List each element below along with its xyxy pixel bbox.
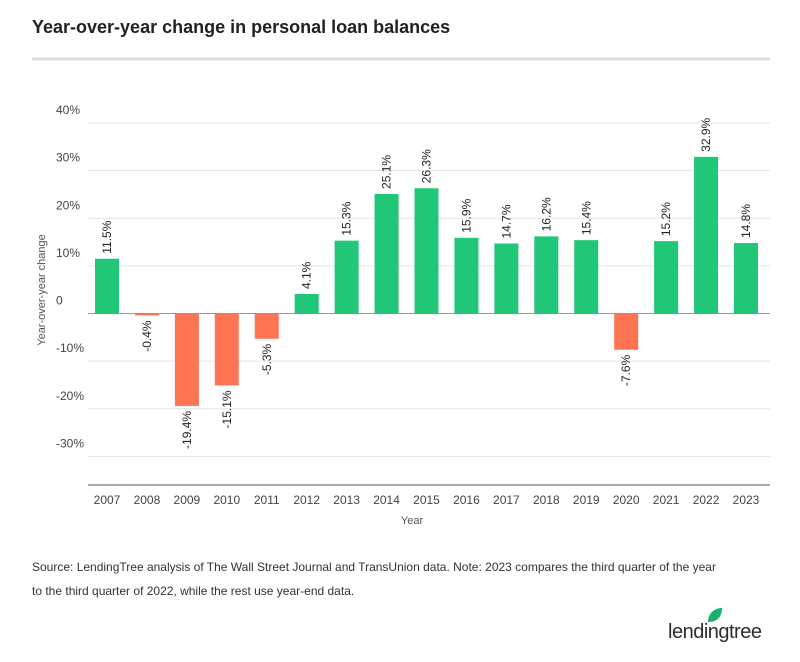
y-axis-title: Year-over-year change [36,234,48,346]
bar [694,156,719,314]
bar [95,258,119,314]
x-tick-label: 2022 [693,493,720,507]
bar [294,293,319,314]
y-tick-label: 30% [56,151,80,165]
bar [334,240,359,314]
x-tick-label: 2013 [333,493,360,507]
value-label: 32.9% [699,117,713,151]
value-label: -19.4% [180,411,194,449]
y-tick-label: 10% [56,246,80,260]
logo-leaf [708,608,722,622]
x-tick-label: 2008 [134,493,161,507]
value-label: 15.3% [340,201,354,235]
value-label: 26.3% [420,149,434,183]
chart-title: Year-over-year change in personal loan b… [32,17,450,37]
value-label: 15.2% [659,202,673,236]
bar [254,313,279,339]
bar [494,243,519,314]
source-note: to the third quarter of 2022, while the … [32,584,354,598]
x-tick-label: 2021 [653,493,680,507]
value-label: 4.1% [300,261,314,289]
value-label: -5.3% [260,343,274,375]
value-label: 15.4% [579,201,593,235]
bar [574,240,599,314]
x-tick-label: 2023 [733,493,760,507]
value-label: 14.7% [499,204,513,238]
bar [374,193,399,314]
logo: lendingtree [668,608,762,643]
y-tick-label: 40% [56,103,80,117]
value-label: 11.5% [100,220,114,253]
source-note: Source: LendingTree analysis of The Wall… [32,560,716,574]
x-tick-label: 2016 [453,493,480,507]
value-label: 25.1% [380,155,394,189]
y-tick-label: 0 [56,294,63,308]
x-tick-label: 2018 [533,493,560,507]
x-tick-label: 2012 [293,493,320,507]
y-tick-label: 20% [56,198,80,212]
x-tick-label: 2020 [613,493,640,507]
value-label: -0.4% [140,320,154,352]
bar [654,241,679,314]
x-axis-title: Year [401,515,424,527]
bar [734,243,758,314]
x-tick-label: 2011 [254,493,280,507]
value-label: 14.8% [739,204,753,238]
x-tick-label: 2010 [213,493,240,507]
x-tick-label: 2014 [373,493,400,507]
x-tick-label: 2009 [174,493,201,507]
x-tick-label: 2007 [94,493,121,507]
bar [414,188,439,314]
logo-text: lendingtree [668,621,762,643]
value-label: -7.6% [619,354,633,386]
bar [174,313,199,406]
bar [214,313,239,386]
bar [134,313,159,316]
x-tick-label: 2015 [413,493,440,507]
x-tick-label: 2019 [573,493,600,507]
bar [534,236,559,314]
value-label: 15.9% [459,198,473,232]
x-tick-label: 2017 [493,493,520,507]
bar [454,237,479,314]
y-tick-label: -30% [56,436,84,450]
y-tick-label: -10% [56,341,84,355]
y-tick-label: -20% [56,389,84,403]
value-label: -15.1% [220,390,234,428]
bar [614,313,639,350]
value-label: 16.2% [539,197,553,231]
